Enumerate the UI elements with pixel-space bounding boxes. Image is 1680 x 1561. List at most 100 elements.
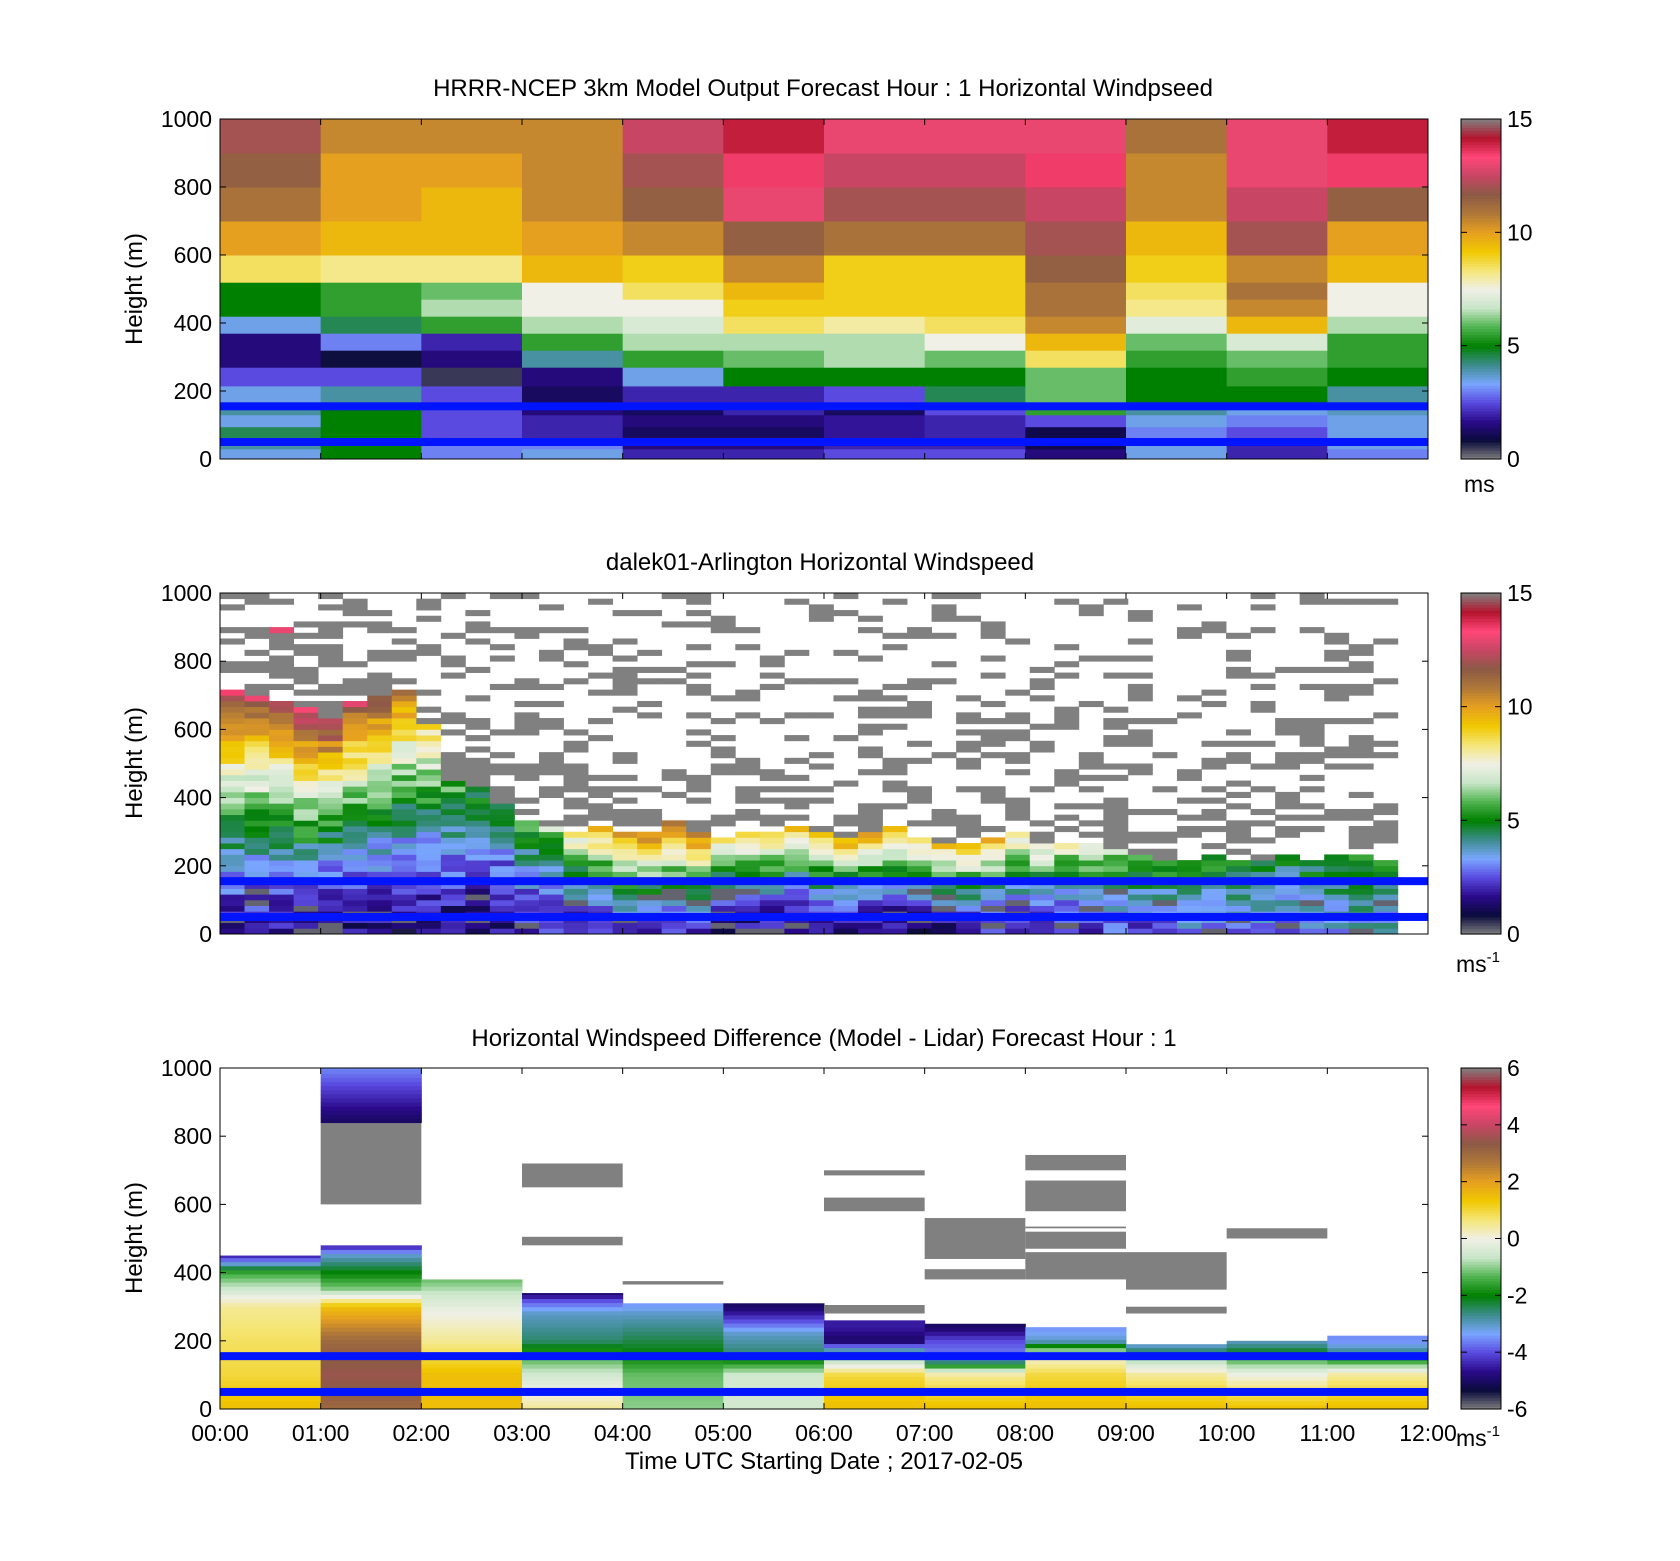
heatmap-cell: [622, 1372, 724, 1377]
heatmap-cell: [1127, 831, 1153, 838]
colorbar-segment: [1461, 1261, 1501, 1265]
colorbar-segment: [1461, 692, 1501, 696]
heatmap-cell: [1005, 848, 1031, 855]
heatmap-cell: [514, 894, 540, 901]
heatmap-cell: [244, 848, 270, 855]
heatmap-cell: [833, 905, 859, 912]
heatmap-cell: [1324, 638, 1350, 645]
heatmap-cell: [686, 831, 712, 838]
heatmap-cell: [269, 655, 295, 662]
heatmap-cell: [824, 414, 926, 428]
colorbar-segment: [1461, 749, 1501, 753]
colorbar-segment: [1461, 1298, 1501, 1302]
heatmap-cell: [1025, 1347, 1127, 1353]
heatmap-cell: [784, 882, 810, 889]
colorbar-segment: [1461, 752, 1501, 756]
heatmap-cell: [220, 299, 322, 317]
heatmap-cell: [465, 865, 491, 872]
heatmap-cell: [1126, 448, 1228, 460]
heatmap-cell: [563, 729, 589, 736]
heatmap-cell: [833, 865, 859, 872]
colorbar-segment: [1461, 1096, 1501, 1100]
heatmap-cell: [342, 763, 368, 770]
colorbar-segment: [1461, 121, 1501, 126]
heatmap-cell: [1029, 837, 1055, 844]
heatmap-cell: [956, 865, 982, 872]
colorbar-segment: [1461, 201, 1501, 205]
colorbar-segment: [1461, 439, 1501, 443]
heatmap-cell: [924, 1368, 1026, 1373]
colorbar-segment: [1461, 723, 1501, 728]
heatmap-cell: [440, 780, 466, 787]
heatmap-cell: [220, 1372, 322, 1377]
heatmap-cell: [269, 627, 295, 634]
colorbar-segment: [1461, 144, 1501, 148]
heatmap-cell: [318, 683, 344, 691]
heatmap-cell: [1324, 899, 1350, 906]
heatmap-cell: [956, 763, 982, 770]
panel2-colorbar-unit-sup: -1: [1487, 949, 1500, 966]
heatmap-cell: [1103, 905, 1129, 912]
heatmap-cell: [440, 882, 466, 889]
heatmap-cell: [269, 837, 295, 844]
heatmap-cell: [416, 808, 442, 816]
heatmap-cell: [1226, 299, 1328, 317]
heatmap-cell: [588, 854, 613, 861]
heatmap-cell: [1005, 843, 1031, 850]
heatmap-cell: [1005, 894, 1031, 901]
heatmap-cell: [723, 1404, 825, 1410]
heatmap-cell: [522, 1331, 624, 1336]
colorbar-segment: [1461, 729, 1501, 733]
heatmap-cell: [220, 848, 245, 855]
heatmap-cell: [416, 814, 442, 821]
colorbar-segment: [1461, 891, 1501, 895]
heatmap-cell: [563, 746, 589, 753]
heatmap-cell: [1324, 746, 1350, 753]
heatmap-cell: [269, 922, 295, 929]
heatmap-cell: [220, 119, 322, 154]
heatmap-cell: [538, 882, 564, 889]
missing-data-band: [522, 1236, 623, 1246]
heatmap-cell: [244, 757, 270, 764]
heatmap-cell: [588, 735, 613, 742]
heatmap-cell: [1126, 187, 1228, 222]
heatmap-cell: [1327, 153, 1429, 188]
heatmap-cell: [882, 712, 908, 719]
heatmap-cell: [882, 706, 908, 713]
heatmap-cell: [367, 899, 393, 906]
heatmap-cell: [637, 814, 663, 821]
heatmap-cell: [924, 1323, 1026, 1328]
heatmap-cell: [318, 752, 344, 759]
heatmap-cell: [421, 367, 523, 387]
heatmap-cell: [622, 299, 724, 317]
heatmap-cell: [416, 831, 442, 838]
heatmap-cell: [293, 865, 319, 872]
heatmap-cell: [367, 735, 393, 742]
heatmap-cell: [1226, 1368, 1328, 1373]
heatmap-cell: [293, 740, 319, 747]
heatmap-cell: [293, 860, 319, 867]
colorbar-segment: [1461, 1340, 1501, 1345]
heatmap-cell: [980, 735, 1006, 742]
heatmap-cell: [522, 1335, 624, 1340]
heatmap-cell: [931, 752, 957, 759]
heatmap-cell: [931, 882, 957, 889]
heatmap-cell: [612, 672, 638, 679]
colorbar-segment: [1461, 1244, 1501, 1248]
heatmap-cell: [293, 797, 319, 804]
colorbar-segment: [1461, 1391, 1501, 1396]
heatmap-cell: [538, 683, 564, 691]
heatmap-cell: [759, 672, 785, 679]
heatmap-cell: [320, 282, 422, 300]
heatmap-cell: [956, 860, 982, 867]
heatmap-cell: [1373, 882, 1399, 889]
heatmap-cell: [1250, 922, 1276, 929]
colorbar-segment: [1461, 817, 1501, 821]
heatmap-cell: [612, 854, 638, 861]
heatmap-cell: [318, 735, 344, 742]
heatmap-cell: [421, 1376, 523, 1381]
heatmap-cell: [588, 882, 613, 889]
colorbar-segment: [1461, 238, 1501, 242]
heatmap-cell: [416, 894, 442, 901]
heatmap-cell: [1201, 621, 1227, 628]
